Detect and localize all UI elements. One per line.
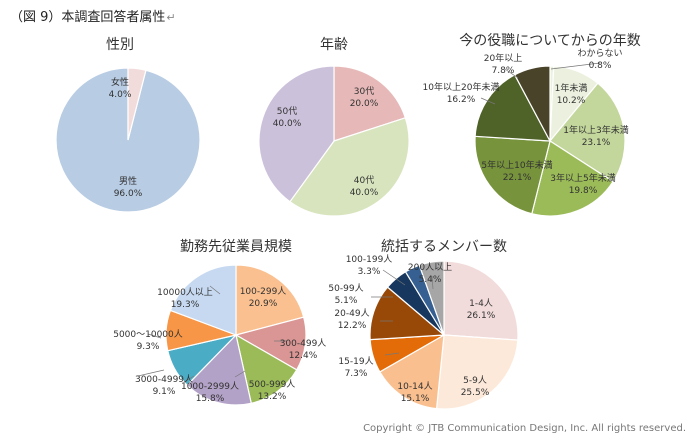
pie-members: 1-4人 26.1% 5-9人 25.5% 10-14人 15.1% 15-19人 7.3% 2… [328,254,519,410]
leader-line-members-3 [382,269,406,286]
pie-slice-company_size-0 [235,264,305,336]
data-label-company_size-0: 100-299人 20.9% [240,286,287,309]
leader-line-members-0 [384,352,400,356]
data-label-members-2: 10-14人 15.1% [397,381,432,404]
data-label-company_size-6: 10000人以上 19.3% [157,287,213,310]
data-label-members-0: 1-4人 26.1% [467,298,496,321]
data-label-tenure-1: 1年未満 10.2% [555,82,588,106]
data-label-members-5: 50-99人 5.1% [328,283,363,306]
pie-slice-tenure-2 [549,82,626,183]
pie-slice-members-0 [443,260,519,341]
return-mark-icon: ↵ [166,11,176,24]
pie-slice-age-2 [258,65,335,203]
pie-slice-tenure-6 [513,65,551,142]
leader-line-members-4 [431,275,434,290]
pie-tenure: わからない 0.8% 1年未満 10.2% 1年以上3年未満 23.1% 3年以上5年未満 1… [423,48,629,217]
pie-slice-members-1 [435,334,519,410]
pie-slice-age-0 [333,65,407,142]
chart-title-members: 統括するメンバー数 [381,239,507,255]
data-label-company_size-3: 1000-2999人 15.8% [181,381,239,404]
data-label-members-4: 20-49人 12.2% [334,308,369,331]
pie-slice-members-2 [379,333,445,410]
copyright-notice: Copyright © JTB Communication Design, In… [363,423,686,434]
data-label-company_size-2: 500-999人 13.2% [249,379,296,402]
pie-slice-company_size-6 [169,264,237,336]
leader-line-company_size-2 [183,375,195,383]
data-label-tenure-3: 3年以上5年未満 19.8% [550,172,615,196]
leader-line-tenure-0 [550,62,601,70]
leader-line-tenure-1 [480,97,496,105]
chart-title-company-size: 勤務先従業員規模 [180,239,292,255]
data-label-age-0: 30代 20.0% [350,86,379,109]
figure-title-text: （図 9）本調査回答者属性 [10,10,166,25]
data-label-age-1: 40代 40.0% [350,175,379,198]
data-label-company_size-1: 300-499人 12.4% [280,338,327,361]
leader-line-company_size-4 [147,333,162,339]
data-label-members-3: 15-19人 7.3% [338,356,373,379]
data-label-members-6: 100-199人 3.3% [346,254,393,277]
leader-line-company_size-1 [234,370,246,378]
leader-line-company_size-5 [209,285,221,295]
data-label-tenure-6: 20年以上 7.8% [484,52,522,76]
pie-age: 30代 20.0% 40代 40.0% 50代 40.0% [258,65,410,217]
data-label-tenure-5: 10年以上20年未満 16.2% [423,81,500,105]
pie-slice-age-1 [289,117,410,217]
pie-slice-company_size-2 [235,333,298,405]
data-label-age-2: 50代 40.0% [273,106,302,129]
pie-gender: 男性 96.0% 女性 4.0% [55,67,201,213]
chart-title-tenure: 今の役職についてからの年数 [459,33,641,49]
data-label-gender-0: 男性 96.0% [114,175,143,199]
pie-slice-company_size-3 [186,333,252,406]
data-label-company_size-5: 5000～10000人 9.3% [113,329,183,352]
data-label-company_size-4: 3000-4999人 9.1% [135,374,193,397]
data-label-members-1: 5-9人 25.5% [461,375,490,398]
data-label-gender-1: 女性 4.0% [109,76,132,100]
data-label-members-7: 200人以上 5.4% [408,262,452,285]
data-label-tenure-0: わからない 0.8% [577,48,622,71]
pie-slice-gender-1 [127,67,147,141]
pie-slice-tenure-4 [474,135,551,215]
pie-company_size: 100-299人 20.9% 300-499人 12.4% 500-999人 13.2% 1… [113,264,327,406]
chart-title-age: 年齢 [320,37,348,53]
leader-line-tenure-2 [504,68,519,79]
chart-title-gender: 性別 [106,37,134,53]
data-label-tenure-2: 1年以上3年未満 23.1% [563,124,628,148]
figure-title: （図 9）本調査回答者属性↵ [10,6,176,25]
leader-line-company_size-3 [137,369,165,377]
pie-slice-tenure-3 [531,140,614,217]
data-label-tenure-4: 5年以上10年未満 22.1% [481,159,552,183]
pie-slice-members-7 [418,260,445,336]
